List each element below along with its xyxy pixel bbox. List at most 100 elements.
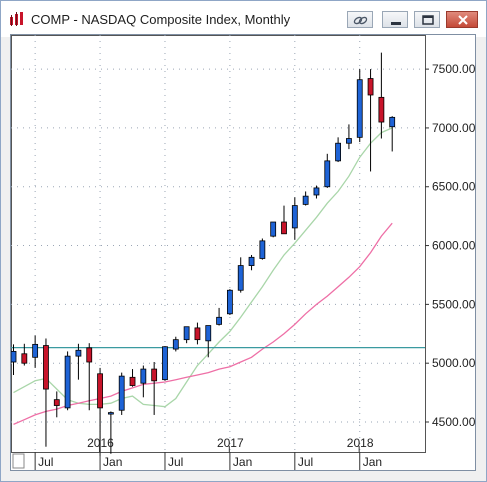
sma-long-line [13, 222, 393, 425]
maximize-icon [422, 15, 434, 25]
x-axis: Jul Jan Jul Jan Jul Jan 2016 2017 2018 [34, 436, 382, 472]
x-year-label: 2018 [347, 436, 374, 450]
candle [216, 307, 222, 326]
candle [248, 254, 255, 271]
candle-body [183, 326, 190, 341]
minimize-button[interactable] [382, 11, 408, 28]
candle [107, 411, 114, 454]
candle [183, 326, 190, 344]
candle [356, 69, 363, 143]
candle-body [140, 368, 147, 384]
candle-body [378, 96, 385, 123]
y-tick-label: 6000.00 [432, 239, 475, 253]
window-title: COMP - NASDAQ Composite Index, Monthly [31, 12, 291, 27]
close-button[interactable] [446, 11, 478, 28]
candle [140, 365, 147, 398]
candle-body [291, 205, 298, 229]
chart-app-icon [10, 12, 23, 26]
candle-body [281, 221, 287, 235]
candle-body [259, 240, 266, 259]
candle [259, 238, 266, 260]
moving-averages [13, 127, 393, 425]
candle-body [129, 376, 136, 386]
candle [226, 289, 233, 315]
candle-body [335, 142, 342, 162]
candle-body [32, 343, 39, 358]
candlestick-chart[interactable]: 4500.00 5000.00 5500.00 6000.00 6500.00 7000.… [10, 35, 476, 472]
candle-body [10, 351, 17, 363]
candle-body [313, 187, 320, 196]
candle-body [270, 221, 277, 237]
candle [389, 116, 396, 152]
y-tick-label: 5500.00 [432, 297, 475, 311]
candle-body [75, 349, 82, 357]
candle-body [107, 412, 114, 415]
candle [97, 367, 103, 457]
candle-body [162, 346, 168, 381]
x-month-label: Jan [103, 455, 122, 469]
maximize-button[interactable] [414, 11, 440, 28]
x-month-label: Jul [298, 455, 313, 469]
candle [21, 343, 28, 366]
candle [53, 391, 60, 418]
candle-body [21, 353, 28, 364]
candle [162, 346, 168, 381]
link-button[interactable] [347, 11, 373, 28]
candle [324, 153, 331, 188]
candle [270, 221, 277, 238]
x-month-label: Jan [363, 455, 382, 469]
candle [129, 369, 136, 387]
candle-body [53, 399, 60, 406]
candle [172, 336, 179, 352]
candle-body [151, 368, 158, 382]
chart-area[interactable]: 4500.00 5000.00 5500.00 6000.00 6500.00 7000.… [10, 34, 476, 472]
y-tick-label: 6500.00 [432, 180, 475, 194]
candle-body [324, 160, 331, 188]
candle [291, 197, 298, 240]
candle [75, 343, 82, 380]
candle-body [194, 327, 201, 341]
candle [151, 362, 158, 415]
candle [281, 205, 287, 235]
scroll-box[interactable] [12, 453, 25, 469]
candle [205, 325, 212, 358]
y-axis: 4500.00 5000.00 5500.00 6000.00 6500.00 7000.… [425, 62, 476, 429]
candle-body [216, 316, 222, 325]
candle-body [64, 355, 71, 409]
candle [194, 322, 201, 345]
y-tick-label: 5000.00 [432, 356, 475, 370]
y-tick-label: 7000.00 [432, 121, 475, 135]
candles [10, 52, 396, 457]
candle [118, 372, 125, 415]
x-month-label: Jul [38, 455, 53, 469]
plot-frame [11, 35, 426, 453]
candle [86, 343, 93, 411]
candle [237, 257, 244, 293]
candle [64, 351, 71, 411]
candle [313, 185, 320, 199]
y-tick-label: 7500.00 [432, 62, 475, 76]
x-month-label: Jan [233, 455, 252, 469]
grid-layer [11, 35, 425, 452]
candle-body [118, 375, 125, 411]
y-tick-label: 4500.00 [432, 415, 475, 429]
minimize-icon [391, 22, 401, 25]
candle-body [248, 256, 255, 266]
candle-body [237, 265, 244, 291]
candle [32, 335, 39, 368]
candle [335, 137, 342, 163]
candle-body [346, 138, 352, 144]
x-year-label: 2016 [87, 436, 114, 450]
candle [346, 124, 352, 150]
candle [367, 69, 374, 172]
sma-short-line [13, 127, 393, 408]
candle-body [205, 325, 212, 342]
title-bar[interactable]: COMP - NASDAQ Composite Index, Monthly [1, 1, 486, 37]
candle [302, 191, 309, 206]
candle-body [172, 339, 179, 350]
candle [43, 338, 49, 447]
candle-body [86, 347, 93, 363]
candle-body [302, 195, 309, 205]
candle [10, 344, 17, 375]
